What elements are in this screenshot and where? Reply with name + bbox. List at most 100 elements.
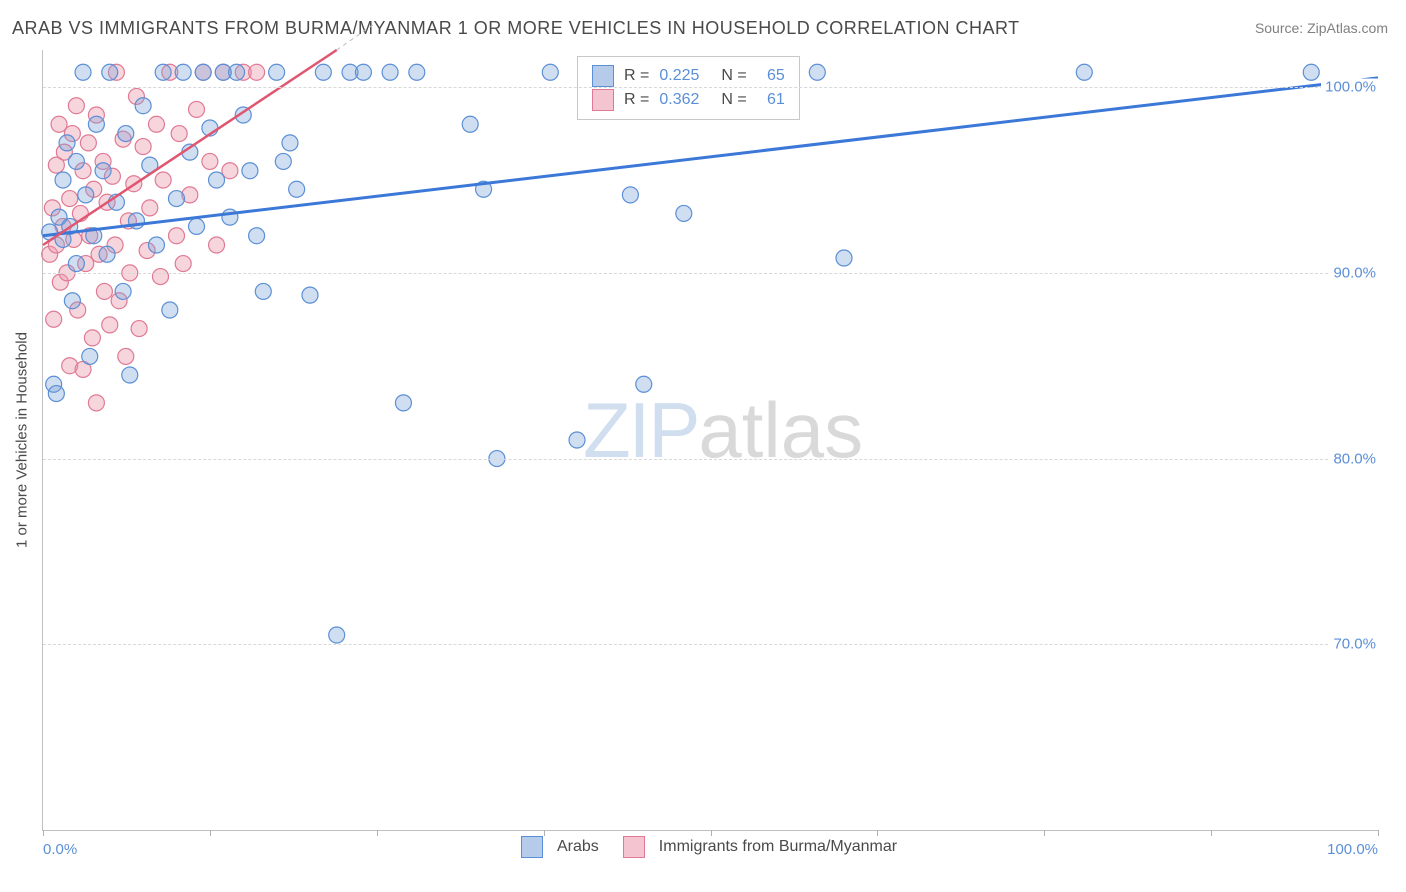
data-point [62, 191, 78, 207]
data-point [269, 64, 285, 80]
data-point [148, 116, 164, 132]
data-point [175, 64, 191, 80]
data-point [622, 187, 638, 203]
legend-n-label: N = [721, 67, 746, 85]
data-point [355, 64, 371, 80]
chart-svg [43, 50, 1378, 830]
data-point [175, 256, 191, 272]
data-point [809, 64, 825, 80]
data-point [636, 376, 652, 392]
data-point [68, 98, 84, 114]
legend-label-burma: Immigrants from Burma/Myanmar [659, 838, 897, 856]
data-point [78, 187, 94, 203]
data-point [68, 153, 84, 169]
data-point [46, 311, 62, 327]
data-point [676, 205, 692, 221]
legend-row-burma: R = 0.362 N = 61 [592, 89, 785, 111]
data-point [75, 64, 91, 80]
data-point [1076, 64, 1092, 80]
data-point [315, 64, 331, 80]
data-point [152, 269, 168, 285]
data-point [189, 101, 205, 117]
grid-line [43, 644, 1378, 645]
data-point [275, 153, 291, 169]
data-point [169, 191, 185, 207]
data-point [122, 367, 138, 383]
data-point [48, 386, 64, 402]
xtick-label-left: 0.0% [43, 841, 77, 858]
xtick-mark [210, 830, 211, 836]
data-point [88, 116, 104, 132]
xtick-mark [544, 830, 545, 836]
data-point [255, 283, 271, 299]
xtick-mark [1378, 830, 1379, 836]
xtick-mark [43, 830, 44, 836]
data-point [302, 287, 318, 303]
data-point [155, 172, 171, 188]
xtick-mark [877, 830, 878, 836]
grid-line [43, 87, 1378, 88]
data-point [289, 181, 305, 197]
grid-line [43, 459, 1378, 460]
data-point [64, 293, 80, 309]
xtick-mark [1044, 830, 1045, 836]
data-point [569, 432, 585, 448]
data-point [836, 250, 852, 266]
data-point [209, 172, 225, 188]
data-point [88, 395, 104, 411]
legend-n-value-arabs: 65 [757, 67, 785, 85]
data-point [169, 228, 185, 244]
data-point [84, 330, 100, 346]
data-point [118, 126, 134, 142]
data-point [82, 348, 98, 364]
data-point [229, 64, 245, 80]
ytick-label: 70.0% [1329, 636, 1380, 653]
data-point [59, 135, 75, 151]
data-point [382, 64, 398, 80]
data-point [118, 348, 134, 364]
data-point [1303, 64, 1319, 80]
legend-series: Arabs Immigrants from Burma/Myanmar [521, 836, 897, 858]
data-point [171, 126, 187, 142]
data-point [462, 116, 478, 132]
data-point [329, 627, 345, 643]
legend-n-value-burma: 61 [757, 91, 785, 109]
data-point [102, 317, 118, 333]
ytick-label: 90.0% [1329, 264, 1380, 281]
data-point [135, 98, 151, 114]
ytick-label: 100.0% [1321, 79, 1380, 96]
data-point [249, 228, 265, 244]
data-point [68, 256, 84, 272]
legend-r-label: R = [624, 91, 649, 109]
data-point [209, 237, 225, 253]
data-point [99, 246, 115, 262]
legend-r-label: R = [624, 67, 649, 85]
xtick-label-right: 100.0% [1327, 841, 1378, 858]
swatch-pink [623, 836, 645, 858]
data-point [80, 135, 96, 151]
data-point [189, 218, 205, 234]
xtick-mark [711, 830, 712, 836]
plot-area: ZIPatlas R = 0.225 N = 65 R = 0.362 N = … [42, 50, 1378, 831]
data-point [102, 64, 118, 80]
data-point [55, 172, 71, 188]
data-point [395, 395, 411, 411]
legend-n-label: N = [721, 91, 746, 109]
legend-label-arabs: Arabs [557, 838, 599, 856]
data-point [155, 64, 171, 80]
ytick-label: 80.0% [1329, 450, 1380, 467]
swatch-blue [521, 836, 543, 858]
data-point [409, 64, 425, 80]
chart-title: ARAB VS IMMIGRANTS FROM BURMA/MYANMAR 1 … [12, 18, 1020, 39]
data-point [131, 321, 147, 337]
data-point [95, 163, 111, 179]
grid-line [43, 273, 1378, 274]
data-point [115, 283, 131, 299]
xtick-mark [377, 830, 378, 836]
y-axis-label: 1 or more Vehicles in Household [14, 332, 31, 548]
data-point [542, 64, 558, 80]
data-point [249, 64, 265, 80]
data-point [202, 153, 218, 169]
data-point [96, 283, 112, 299]
data-point [282, 135, 298, 151]
